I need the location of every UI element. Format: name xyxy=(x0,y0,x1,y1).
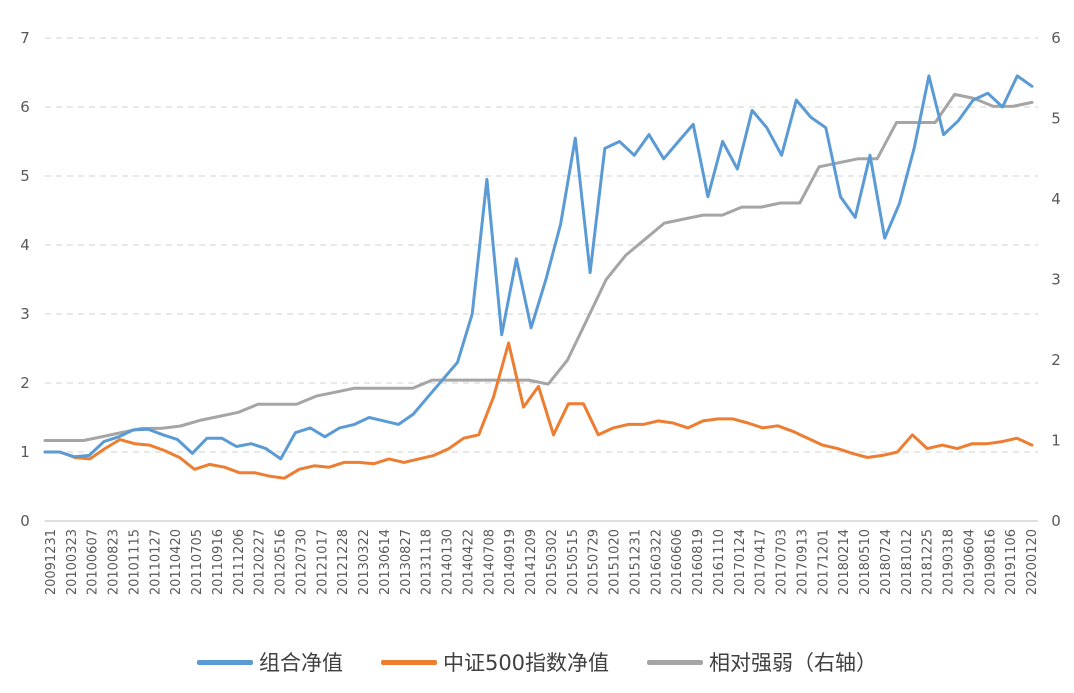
x-tick-label: 20130827 xyxy=(399,529,414,595)
x-tick-label: 20181225 xyxy=(921,529,936,595)
y-axis-right: 0 1 2 3 4 5 6 xyxy=(1051,29,1061,530)
y-right-tick-label: 4 xyxy=(1051,190,1061,208)
x-tick-label: 20120227 xyxy=(253,529,268,595)
x-axis: 20091231 20100323 20100607 20100823 20101115… xyxy=(44,520,1040,595)
legend-swatch-portfolio xyxy=(196,659,253,665)
legend-swatch-relative-strength xyxy=(647,659,704,665)
y-left-tick-label: 2 xyxy=(20,374,30,392)
x-tick-label: 20171201 xyxy=(816,529,831,595)
series-lines xyxy=(43,74,1034,480)
x-tick-label: 20121228 xyxy=(336,529,351,595)
x-tick-label: 20160819 xyxy=(691,529,706,595)
legend-item-relative-strength: 相对强弱（右轴） xyxy=(647,647,877,677)
y-left-tick-label: 4 xyxy=(20,236,30,254)
x-tick-label: 20100823 xyxy=(107,529,122,595)
chart-canvas: 0 1 2 3 4 5 6 7 0 1 2 3 4 5 6 20091231 20100323 2010060… xyxy=(20,29,1061,595)
y-right-tick-label: 5 xyxy=(1051,110,1061,128)
legend: 组合净值 中证500指数净值 相对强弱（右轴） xyxy=(0,642,1074,682)
y-right-tick-label: 3 xyxy=(1051,271,1061,289)
x-tick-label: 20120516 xyxy=(274,529,289,595)
x-tick-label: 20140919 xyxy=(503,529,518,595)
legend-swatch-csi500 xyxy=(380,659,437,665)
legend-label-csi500: 中证500指数净值 xyxy=(442,651,610,675)
legend-item-portfolio: 组合净值 xyxy=(196,647,343,677)
x-tick-label: 20170913 xyxy=(795,529,810,595)
y-left-tick-label: 7 xyxy=(20,29,30,47)
x-tick-label: 20180510 xyxy=(858,529,873,595)
y-left-tick-label: 5 xyxy=(20,167,30,185)
x-tick-label: 20160322 xyxy=(649,529,664,595)
x-tick-label: 20100323 xyxy=(65,529,80,595)
x-tick-label: 20091231 xyxy=(44,529,59,595)
x-tick-label: 20180724 xyxy=(879,529,894,595)
x-tick-label: 20130614 xyxy=(378,529,393,595)
y-left-tick-label: 0 xyxy=(20,512,30,530)
y-right-tick-label: 6 xyxy=(1051,29,1061,47)
series-line-portfolio xyxy=(43,74,1034,461)
y-right-tick-label: 0 xyxy=(1051,512,1061,530)
x-tick-label: 20170703 xyxy=(775,529,790,595)
x-tick-label: 20100607 xyxy=(86,529,101,595)
x-tick-label: 20190318 xyxy=(942,529,957,595)
x-tick-label: 20190604 xyxy=(962,529,977,595)
x-tick-label: 20110916 xyxy=(211,529,226,595)
y-axis-left: 0 1 2 3 4 5 6 7 xyxy=(20,29,30,530)
x-tick-label: 20110127 xyxy=(148,529,163,595)
legend-item-csi500: 中证500指数净值 xyxy=(380,647,610,677)
gridlines xyxy=(45,37,1038,453)
series-line-csi500 xyxy=(43,341,1034,480)
legend-label-portfolio: 组合净值 xyxy=(258,651,343,675)
x-tick-label: 20111206 xyxy=(232,529,247,595)
x-tick-label: 20160606 xyxy=(670,529,685,595)
x-tick-label: 20140422 xyxy=(461,529,476,595)
x-tick-label: 20151020 xyxy=(608,529,623,595)
x-tick-label: 20181012 xyxy=(900,529,915,595)
x-tick-label: 20151231 xyxy=(628,529,643,595)
x-tick-label: 20161110 xyxy=(712,529,727,595)
x-tick-label: 20191106 xyxy=(1004,529,1019,595)
x-tick-label: 20131118 xyxy=(420,529,435,595)
x-tick-label: 20150515 xyxy=(566,529,581,595)
x-tick-label: 20120730 xyxy=(294,529,309,595)
y-right-tick-label: 1 xyxy=(1051,432,1061,450)
series-line-relative-strength xyxy=(43,92,1034,442)
x-tick-label: 20180214 xyxy=(837,529,852,595)
y-left-tick-label: 3 xyxy=(20,305,30,323)
x-tick-label: 20130322 xyxy=(357,529,372,595)
x-tick-label: 20141209 xyxy=(524,529,539,595)
x-tick-label: 20121017 xyxy=(315,529,330,595)
x-tick-label: 20190816 xyxy=(983,529,998,595)
x-tick-label: 20140130 xyxy=(441,529,456,595)
x-tick-label: 20150729 xyxy=(587,529,602,595)
x-tick-label: 20110420 xyxy=(169,529,184,595)
legend-label-relative-strength: 相对强弱（右轴） xyxy=(709,651,878,675)
x-tick-label: 20170124 xyxy=(733,529,748,595)
x-tick-label: 20170417 xyxy=(754,529,769,595)
x-tick-label: 20150302 xyxy=(545,529,560,595)
y-left-tick-label: 6 xyxy=(20,98,30,116)
x-tick-label: 20101115 xyxy=(127,529,142,595)
y-right-tick-label: 2 xyxy=(1051,351,1061,369)
x-tick-label: 20140708 xyxy=(482,529,497,595)
x-tick-label: 20200120 xyxy=(1025,529,1040,595)
y-left-tick-label: 1 xyxy=(20,443,30,461)
x-tick-label: 20110705 xyxy=(190,529,205,595)
